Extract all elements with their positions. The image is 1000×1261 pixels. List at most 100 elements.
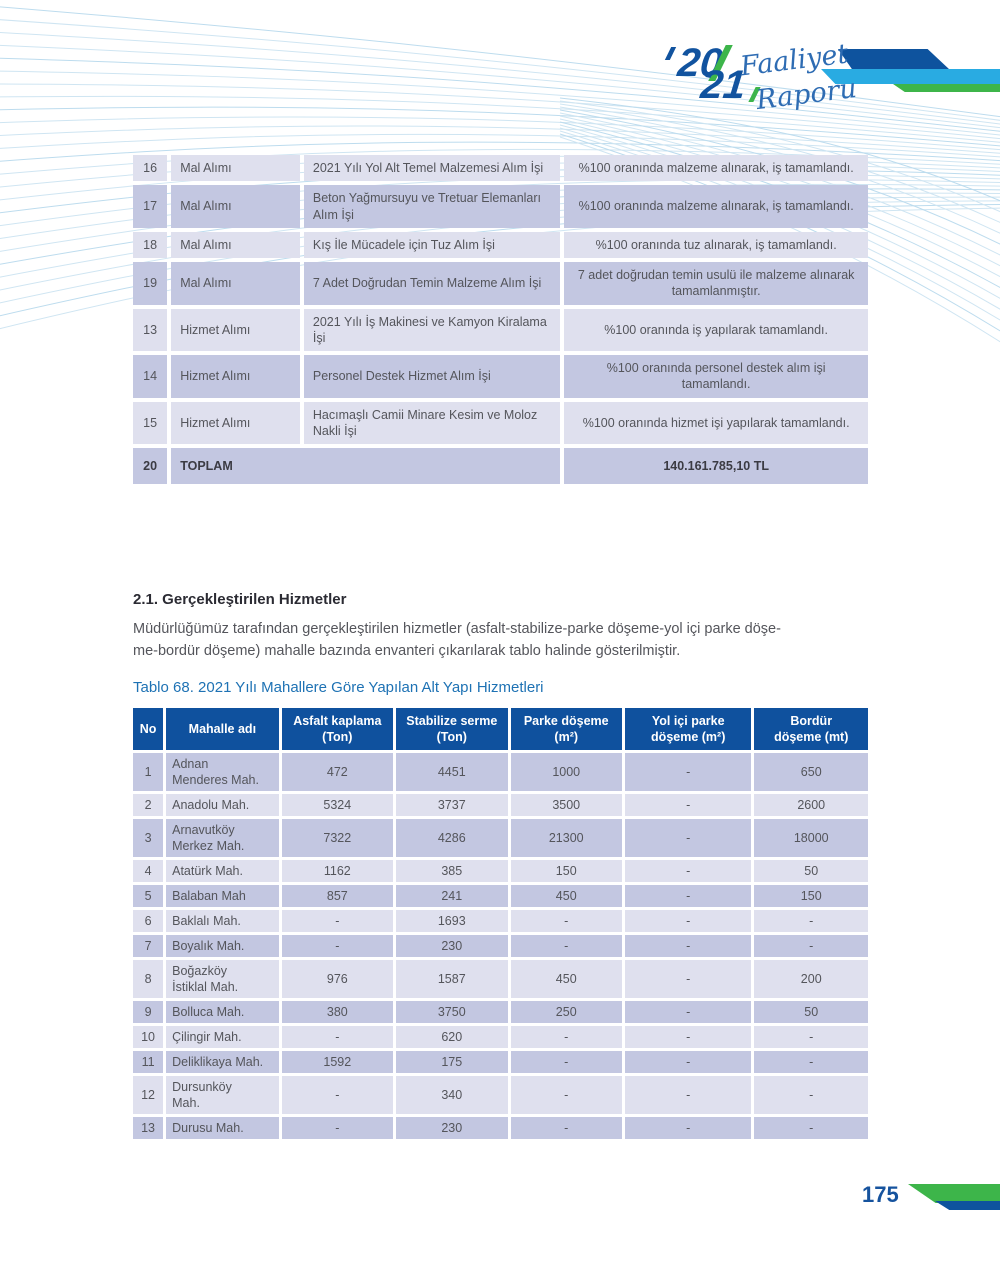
cell-name: Atatürk Mah.	[166, 860, 279, 882]
cell-val: 230	[396, 1117, 508, 1139]
cell-no: 10	[133, 1026, 164, 1048]
cell-val: -	[624, 1001, 752, 1023]
cell-no: 19	[133, 262, 168, 305]
cell-result: %100 oranında iş yapılarak tamamlandı.	[564, 308, 868, 351]
services-row: 2 Anadolu Mah. 5324 3737 3500-2600	[133, 794, 868, 816]
cell-val: 4286	[396, 819, 508, 857]
procurement-row: 15 Hizmet Alımı Hacımaşlı Camii Minare Kes…	[133, 401, 868, 444]
cell-type: Mal Alımı	[171, 231, 300, 258]
cell-name: Anadolu Mah.	[166, 794, 279, 816]
cell-val: -	[281, 1117, 394, 1139]
cell-type: Hizmet Alımı	[171, 401, 300, 444]
cell-val: -	[624, 960, 752, 998]
cell-val: -	[624, 1051, 752, 1073]
report-logo: 20 21 Faaliyet Raporu	[660, 35, 890, 125]
cell-val: -	[624, 1117, 752, 1139]
cell-val: 3500	[510, 794, 622, 816]
cell-val: -	[754, 1026, 868, 1048]
cell-result: %100 oranında malzeme alınarak, iş tamam…	[564, 185, 868, 228]
banner-stripe-cyan	[821, 69, 1000, 84]
cell-val: -	[624, 885, 752, 907]
cell-val: 385	[396, 860, 508, 882]
cell-type: Mal Alımı	[171, 262, 300, 305]
cell-name: Baklalı Mah.	[166, 910, 279, 932]
page-number: 175	[862, 1182, 899, 1207]
services-row: 3 Arnavutköy Merkez Mah. 7322 4286 21300-1800…	[133, 819, 868, 857]
procurement-table: 16 Mal Alımı 2021 Yılı Yol Alt Temel Malze…	[129, 151, 872, 488]
footer-green-arrow	[908, 1184, 1000, 1203]
paragraph-line: Müdürlüğümüz tarafından gerçekleştirilen…	[133, 621, 781, 637]
cell-name: Balaban Mah	[166, 885, 279, 907]
cell-val: 4451	[396, 753, 508, 791]
cell-val: -	[624, 753, 752, 791]
cell-val: 3750	[396, 1001, 508, 1023]
cell-val: 150	[754, 885, 868, 907]
cell-val: 3737	[396, 794, 508, 816]
cell-result: 140.161.785,10 TL	[564, 448, 868, 485]
cell-val: -	[754, 1051, 868, 1073]
column-header: Mahalle adı	[166, 708, 279, 750]
cell-desc: 7 Adet Doğrudan Temin Malzeme Alım İşi	[303, 262, 561, 305]
procurement-row: 13 Hizmet Alımı 2021 Yılı İş Makinesi ve K…	[133, 308, 868, 351]
services-row: 7 Boyalık Mah. -230- - -	[133, 935, 868, 957]
cell-result: %100 oranında tuz alınarak, iş tamamland…	[564, 231, 868, 258]
cell-val: -	[510, 1076, 622, 1114]
cell-val: 175	[396, 1051, 508, 1073]
procurement-table-body: 16 Mal Alımı 2021 Yılı Yol Alt Temel Malze…	[133, 155, 868, 485]
section-heading: 2.1. Gerçekleştirilen Hizmetler	[133, 591, 347, 608]
cell-val: -	[510, 910, 622, 932]
cell-val: 150	[510, 860, 622, 882]
cell-name: Deliklikaya Mah.	[166, 1051, 279, 1073]
cell-type: Hizmet Alımı	[171, 355, 300, 398]
cell-name: Adnan Menderes Mah.	[166, 753, 279, 791]
services-row: 10 Çilingir Mah. -620- - -	[133, 1026, 868, 1048]
cell-name: Boğazköy İstiklal Mah.	[166, 960, 279, 998]
cell-val: -	[510, 1026, 622, 1048]
cell-result: %100 oranında hizmet işi yapılarak tamam…	[564, 401, 868, 444]
cell-val: 1162	[281, 860, 394, 882]
cell-val: 857	[281, 885, 394, 907]
cell-no: 11	[133, 1051, 164, 1073]
cell-no: 12	[133, 1076, 164, 1114]
banner-stripe-green	[893, 84, 1000, 92]
cell-no: 2	[133, 794, 164, 816]
cell-name: Boyalık Mah.	[166, 935, 279, 957]
procurement-row: 18 Mal Alımı Kış İle Mücadele için Tuz Alı…	[133, 231, 868, 258]
cell-val: -	[624, 935, 752, 957]
cell-val: -	[510, 935, 622, 957]
cell-val: 5324	[281, 794, 394, 816]
services-row: 6 Baklalı Mah. -1693- - -	[133, 910, 868, 932]
services-row: 4 Atatürk Mah. 1162 385 150-50	[133, 860, 868, 882]
cell-result: %100 oranında personel destek alım işi t…	[564, 355, 868, 398]
cell-no: 5	[133, 885, 164, 907]
cell-val: 1592	[281, 1051, 394, 1073]
cell-desc: 2021 Yılı İş Makinesi ve Kamyon Kiralama…	[303, 308, 561, 351]
cell-no: 13	[133, 308, 168, 351]
cell-val: -	[624, 1026, 752, 1048]
cell-no: 20	[133, 448, 168, 485]
services-row: 8 Boğazköy İstiklal Mah. 976 1587 450-200	[133, 960, 868, 998]
logo-script-raporu: Raporu	[754, 72, 859, 117]
cell-val: 50	[754, 1001, 868, 1023]
column-header: Bordür döşeme (mt)	[754, 708, 868, 750]
column-header: Parke döşeme (m²)	[510, 708, 622, 750]
cell-val: 230	[396, 935, 508, 957]
cell-no: 4	[133, 860, 164, 882]
column-header: Yol içi parke döşeme (m²)	[624, 708, 752, 750]
services-table-body: 1 Adnan Menderes Mah. 472 4451 1000-650 2 Anado…	[133, 753, 868, 1139]
cell-result: 7 adet doğrudan temin usulü ile malzeme …	[564, 262, 868, 305]
cell-val: 2600	[754, 794, 868, 816]
cell-name: Dursunköy Mah.	[166, 1076, 279, 1114]
procurement-row: 19 Mal Alımı 7 Adet Doğrudan Temin Malzeme…	[133, 262, 868, 305]
column-header: No	[133, 708, 164, 750]
cell-val: 1587	[396, 960, 508, 998]
cell-name: Arnavutköy Merkez Mah.	[166, 819, 279, 857]
banner-stripe-navy	[838, 49, 950, 70]
cell-val: 18000	[754, 819, 868, 857]
cell-val: -	[281, 1026, 394, 1048]
cell-no: 6	[133, 910, 164, 932]
services-header-row: No Mahalle adı Asfalt kaplama (Ton) Stabiliz…	[133, 708, 868, 750]
cell-no: 1	[133, 753, 164, 791]
cell-val: -	[754, 910, 868, 932]
cell-no: 7	[133, 935, 164, 957]
